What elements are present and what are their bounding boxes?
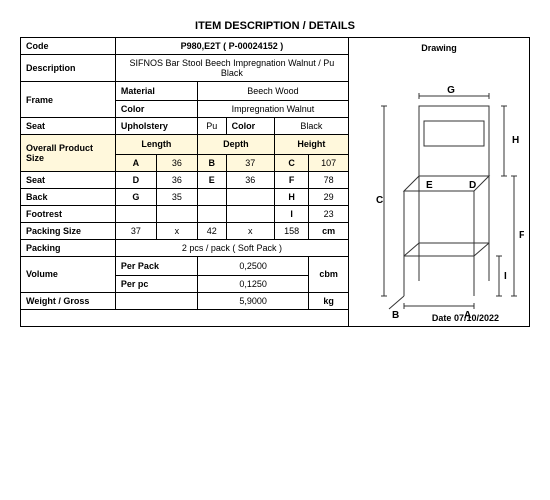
code-label: Code bbox=[21, 38, 116, 55]
per-pack-value: 0,2500 bbox=[197, 256, 308, 275]
packing-value: 2 pcs / pack ( Soft Pack ) bbox=[115, 239, 348, 256]
packing-size-label: Packing Size bbox=[21, 222, 116, 239]
svg-text:E: E bbox=[426, 180, 433, 191]
page-title: ITEM DESCRIPTION / DETAILS bbox=[20, 20, 530, 32]
dim-a-lbl: A bbox=[115, 154, 156, 171]
code-value: P980,E2T ( P-00024152 ) bbox=[115, 38, 348, 55]
overall-label: Overall Product Size bbox=[21, 135, 116, 171]
packing-h: 158 bbox=[274, 222, 309, 239]
depth-label: Depth bbox=[197, 135, 274, 154]
dim-h-lbl: H bbox=[274, 188, 309, 205]
dim-a: 36 bbox=[156, 154, 197, 171]
upholstery-label: Upholstery bbox=[115, 118, 197, 135]
upholstery-value: Pu bbox=[197, 118, 226, 135]
back-dim-label: Back bbox=[21, 188, 116, 205]
dim-d: 36 bbox=[156, 171, 197, 188]
description-label: Description bbox=[21, 55, 116, 82]
packing-w: 42 bbox=[197, 222, 226, 239]
svg-text:B: B bbox=[392, 310, 399, 321]
svg-text:I: I bbox=[504, 271, 507, 282]
date-value: 07/10/2022 bbox=[454, 313, 499, 323]
cbm-label: cbm bbox=[309, 256, 349, 292]
packing-l: 37 bbox=[115, 222, 156, 239]
description-value: SIFNOS Bar Stool Beech Impregnation Waln… bbox=[115, 55, 348, 82]
frame-color-value: Impregnation Walnut bbox=[197, 101, 348, 118]
drawing-label: Drawing bbox=[354, 43, 524, 53]
seat-label: Seat bbox=[21, 118, 116, 135]
svg-text:D: D bbox=[469, 180, 476, 191]
dim-b: 37 bbox=[226, 154, 274, 171]
spec-table: Code P980,E2T ( P-00024152 ) Drawing bbox=[20, 37, 530, 327]
dim-f: 78 bbox=[309, 171, 349, 188]
dim-h: 29 bbox=[309, 188, 349, 205]
date-label: Date bbox=[432, 313, 452, 323]
packing-label: Packing bbox=[21, 239, 116, 256]
packing-x1: x bbox=[156, 222, 197, 239]
dim-c-lbl: C bbox=[274, 154, 309, 171]
weight-label: Weight / Gross bbox=[21, 293, 116, 310]
weight-value: 5,9000 bbox=[197, 293, 308, 310]
frame-color-label: Color bbox=[115, 101, 197, 118]
frame-label: Frame bbox=[21, 82, 116, 118]
stool-drawing: G H C F I A B D E bbox=[354, 61, 524, 321]
svg-text:G: G bbox=[447, 85, 455, 96]
dim-e: 36 bbox=[226, 171, 274, 188]
per-pc-value: 0,1250 bbox=[197, 276, 308, 293]
per-pc-label: Per pc bbox=[115, 276, 197, 293]
length-label: Length bbox=[115, 135, 197, 154]
material-value: Beech Wood bbox=[197, 82, 348, 101]
date-row: Date 07/10/2022 bbox=[21, 310, 530, 327]
footrest-label: Footrest bbox=[21, 205, 116, 222]
packing-x2: x bbox=[226, 222, 274, 239]
height-label: Height bbox=[274, 135, 348, 154]
svg-text:H: H bbox=[512, 135, 519, 146]
dim-f-lbl: F bbox=[274, 171, 309, 188]
kg-label: kg bbox=[309, 293, 349, 310]
dim-b-lbl: B bbox=[197, 154, 226, 171]
per-pack-label: Per Pack bbox=[115, 256, 197, 275]
drawing-cell: Drawing bbox=[348, 38, 529, 327]
volume-label: Volume bbox=[21, 256, 116, 292]
dim-i: 23 bbox=[309, 205, 349, 222]
seat-color-label: Color bbox=[226, 118, 274, 135]
seat-dim-label: Seat bbox=[21, 171, 116, 188]
dim-d-lbl: D bbox=[115, 171, 156, 188]
seat-color-value: Black bbox=[274, 118, 348, 135]
svg-text:C: C bbox=[376, 195, 383, 206]
dim-g-lbl: G bbox=[115, 188, 156, 205]
packing-unit: cm bbox=[309, 222, 349, 239]
dim-c: 107 bbox=[309, 154, 349, 171]
dim-e-lbl: E bbox=[197, 171, 226, 188]
dim-i-lbl: I bbox=[274, 205, 309, 222]
dim-g: 35 bbox=[156, 188, 197, 205]
material-label: Material bbox=[115, 82, 197, 101]
svg-text:F: F bbox=[519, 230, 524, 241]
